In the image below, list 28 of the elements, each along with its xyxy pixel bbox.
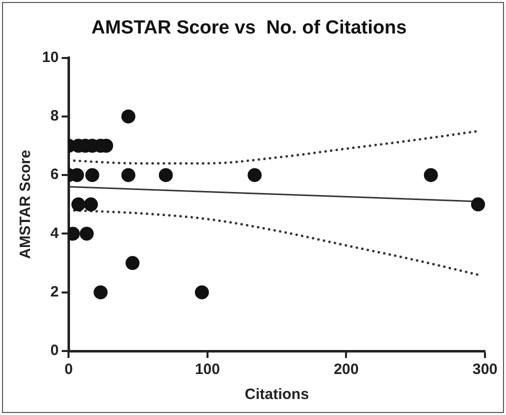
y-tick-label: 8: [50, 108, 59, 125]
y-tick-label: 0: [50, 342, 59, 360]
x-tick-label: 100: [194, 361, 220, 378]
point: [471, 197, 485, 212]
x-tick-label: 300: [472, 361, 498, 378]
point: [248, 168, 262, 182]
y-tick-label: 4: [50, 224, 60, 242]
y-axis-title: AMSTAR Score: [17, 150, 34, 259]
line-series: [68, 130, 480, 165]
y-tick-label: 6: [50, 166, 59, 184]
point: [194, 285, 209, 300]
x-tick-label: 200: [334, 361, 359, 378]
point: [94, 285, 108, 300]
point: [424, 168, 438, 182]
x-axis-title: Citations: [244, 386, 309, 404]
point: [158, 168, 173, 182]
point: [126, 256, 140, 270]
y-tick-label: 2: [50, 284, 59, 300]
point: [71, 197, 86, 212]
point: [80, 226, 94, 241]
point: [84, 197, 98, 212]
x-tick-label: 0: [64, 361, 73, 378]
y-tick-label: 10: [42, 48, 59, 66]
point: [121, 109, 136, 124]
point: [121, 168, 136, 182]
line-series: [68, 209, 480, 276]
point: [85, 168, 100, 182]
chart-title: AMSTAR Score vs No. of Citations: [91, 18, 407, 39]
